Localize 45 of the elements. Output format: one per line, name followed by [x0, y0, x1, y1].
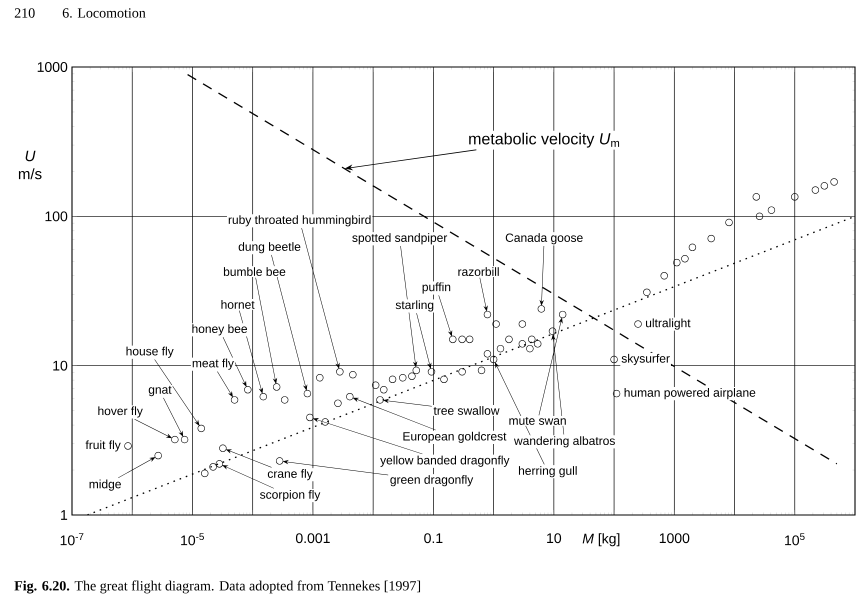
annotation: herring gull [518, 466, 577, 478]
annotation: gnat [148, 386, 172, 396]
y-tick-label: 1000 [38, 62, 68, 72]
y-axis-title: U m/s [18, 150, 42, 180]
annotation: Canada goose [506, 233, 583, 244]
text: 210 [14, 8, 35, 18]
annotation: yellow banded dragonfly [380, 456, 510, 467]
text: 6. Locomotion [62, 8, 146, 18]
annotation: midge [90, 480, 121, 491]
annotation: bumble bee [224, 267, 286, 276]
y-tick-label: 10 [53, 360, 68, 371]
x-axis-title: M [kg] [582, 533, 620, 546]
annotation: starling [396, 300, 434, 312]
x-tick-label: 0.1 [424, 533, 442, 544]
annotation: razorbill [458, 267, 499, 276]
text: Fig. 6.20. The great flight diagram. Data adopted from Tennekes [1997] [14, 580, 420, 594]
x-tick-label: 10$^{-5}$ [181, 533, 204, 546]
annotation: skysurfer [622, 354, 670, 366]
x-tick-label: 10$^{-7}$ [60, 533, 84, 546]
annotation: meat fly [192, 358, 234, 370]
annotation: dung beetle [238, 242, 300, 254]
annotation: hornet [221, 300, 255, 309]
y-tick-label: 100 [46, 211, 68, 222]
annotation: puffin [422, 282, 450, 294]
annotation: fruit fly [86, 440, 121, 452]
text: metabolic velocity U$_{m}$ [469, 132, 620, 148]
y-tick-label: 1 [61, 510, 68, 520]
annotation: green dragonfly [390, 475, 474, 486]
annotation: wandering albatros [514, 436, 615, 448]
annotation: mute swan [509, 416, 566, 425]
annotation: tree swallow [434, 406, 500, 415]
annotation: ruby throated hummingbird [228, 215, 371, 226]
annotation: human powered airplane [624, 388, 756, 400]
annotation: crane fly [268, 469, 313, 480]
annotation: house fly [126, 346, 174, 358]
annotation: hover fly [98, 406, 143, 418]
annotation: European goldcrest [403, 432, 506, 443]
x-tick-label: 0.001 [296, 533, 330, 544]
annotation: spotted sandpiper [352, 233, 448, 244]
annotation: honey bee [192, 324, 248, 336]
x-tick-label: 10$^{5}$ [785, 533, 805, 546]
annotation: scorpion fly [260, 490, 320, 502]
annotation: ultralight [646, 318, 691, 330]
x-tick-label: 1000 [660, 533, 690, 544]
x-tick-label: 10 [547, 533, 562, 544]
